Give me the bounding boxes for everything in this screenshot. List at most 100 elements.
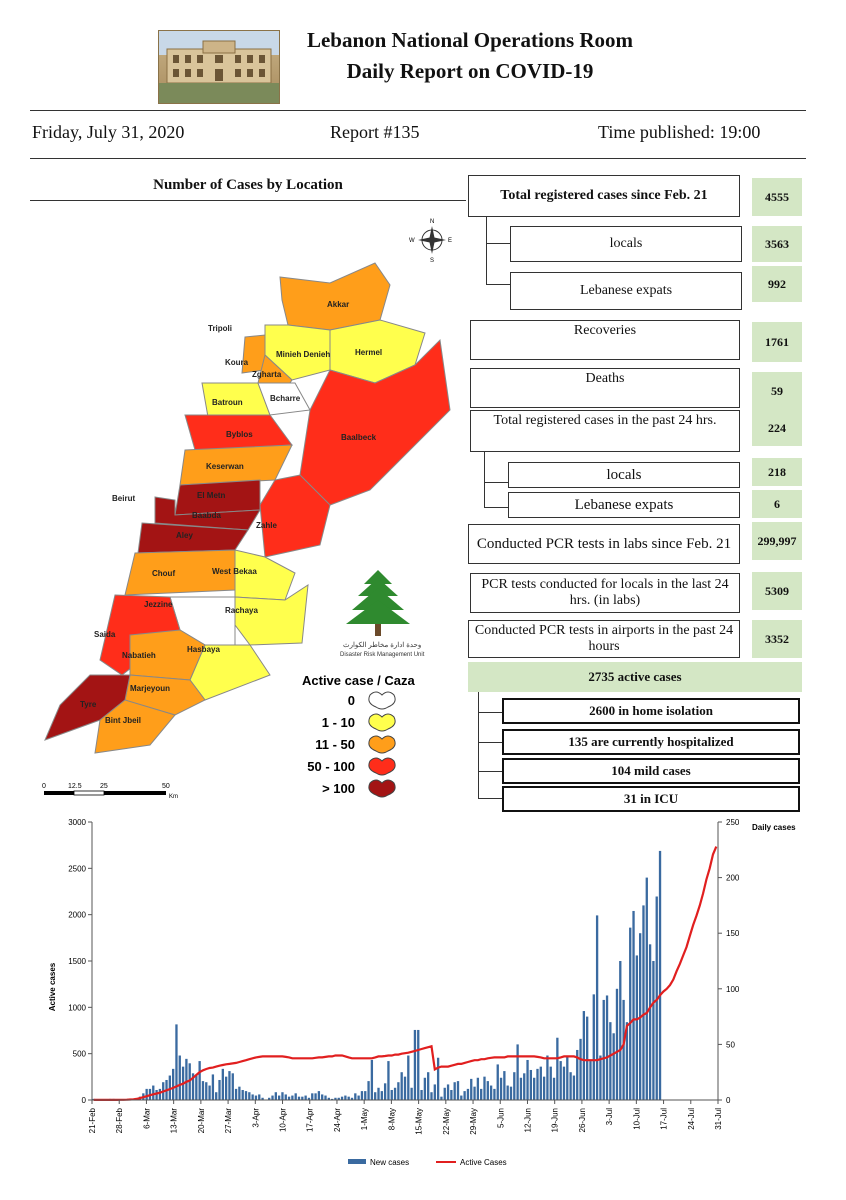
mild-cases: 104 mild cases [502,758,800,784]
time-published: Time published: 19:00 [598,122,761,142]
active-cases-line [93,846,718,1101]
y2-tick-label: 200 [726,874,740,883]
x-tick-label: 24-Jul [687,1108,696,1130]
new-cases-bar [400,1072,403,1100]
tree-connector [484,507,508,508]
new-cases-bar [589,1061,592,1100]
new-cases-bar [274,1092,277,1100]
label-hasbaya: Hasbaya [187,645,220,654]
past24-locals-value: 218 [752,458,802,486]
new-cases-bar [576,1049,579,1100]
tree-connector [478,742,502,743]
new-cases-bar [393,1087,397,1100]
new-cases-bar [208,1085,211,1100]
lebanon-map: N S E W Akkar Tripoli Minieh Denieh Herm… [42,219,452,800]
x-tick-label: 3-Apr [251,1108,260,1128]
new-cases-bar [201,1081,205,1100]
new-cases-bar [489,1085,493,1100]
new-cases-bar [612,1033,615,1100]
new-cases-bar [195,1075,198,1100]
new-cases-bar [231,1073,234,1100]
new-cases-bar [168,1075,171,1100]
new-cases-bar [198,1061,201,1100]
label-rachaya: Rachaya [225,606,258,615]
x-tick-label: 17-Jul [660,1108,669,1130]
x-tick-label: 28-Feb [115,1107,124,1133]
new-cases-bar [536,1068,539,1100]
region-bintjbeil [94,699,176,754]
ddr-caption-ar: وحدة ادارة مخاطر الكوارث [343,641,421,649]
legend-title: Active case / Caza [302,673,416,688]
y2-tick-label: 250 [726,818,740,827]
recoveries-label: Recoveries [470,320,740,360]
report-number: Report #135 [330,122,420,142]
new-cases-bar [340,1096,344,1100]
new-cases-bar [529,1069,533,1100]
new-cases-bar [595,915,599,1100]
total-cases-label: Total registered cases since Feb. 21 [468,175,740,217]
tree-connector [478,712,502,713]
new-cases-bar [652,961,655,1100]
x-tick-label: 5-Jun [496,1108,505,1128]
new-cases-bar [625,1022,629,1100]
label-zgharta: Zgharta [252,370,282,379]
past24-value: 224 [752,410,802,446]
new-cases-bar [436,1057,440,1100]
new-cases-bar [450,1089,453,1100]
new-cases-bar [523,1073,526,1100]
new-cases-bar [390,1089,393,1100]
new-cases-bar [228,1071,231,1100]
new-cases-bar [420,1089,423,1100]
new-cases-bar [499,1077,503,1100]
new-cases-bar [410,1087,413,1100]
new-cases-bar [330,1098,334,1100]
x-tick-label: 24-Apr [333,1108,342,1132]
label-keserwan: Keserwan [206,462,244,471]
new-cases-bar [277,1095,281,1100]
legend-swatch-new [348,1159,366,1164]
new-cases-bar [446,1084,450,1100]
new-cases-bar [470,1078,473,1100]
pcr-locals-value: 5309 [752,572,802,610]
legend-label-0: 0 [348,693,355,708]
new-cases-bar [221,1068,224,1100]
grand-serail-photo [158,30,280,104]
new-cases-bar [171,1068,175,1100]
new-cases-bar [648,944,652,1100]
new-cases-bar [496,1064,499,1100]
new-cases-bar [542,1076,546,1100]
icu-cases: 31 in ICU [502,786,800,812]
ddr-caption-en: Disaster Risk Management Unit [340,652,425,658]
label-koura: Koura [225,358,249,367]
compass-s: S [430,258,434,264]
new-cases-bar [599,1055,602,1100]
new-cases-bar [244,1091,248,1100]
new-cases-bar [178,1055,181,1100]
legend-label-4: > 100 [322,781,355,796]
new-cases-bar [397,1082,400,1100]
new-cases-bar [354,1093,357,1100]
y2-tick-label: 100 [726,985,740,994]
new-cases-bar [423,1077,427,1100]
new-cases-bar [493,1088,496,1100]
legend-swatch-1 [368,713,396,732]
new-cases-bar [622,999,625,1100]
deaths-label: Deaths [470,368,740,408]
x-tick-label: 20-Mar [197,1108,206,1134]
new-cases-bar [191,1073,195,1100]
new-cases-bar [615,988,619,1100]
new-cases-bar [473,1086,476,1100]
tree-connector [486,243,510,244]
y-tick-label: 500 [73,1050,87,1059]
new-cases-bar [324,1095,327,1100]
new-cases-bar [552,1077,556,1100]
label-bcharre: Bcharre [270,394,301,403]
new-cases-bar [334,1097,337,1100]
x-tick-label: 31-Jul [714,1108,723,1130]
legend-label-3: 50 - 100 [307,759,355,774]
new-cases-bar [248,1092,251,1100]
new-cases-bar [297,1096,301,1100]
y-tick-label: 1500 [68,957,86,966]
tree-connector [484,482,508,483]
new-cases-bar [539,1066,542,1100]
